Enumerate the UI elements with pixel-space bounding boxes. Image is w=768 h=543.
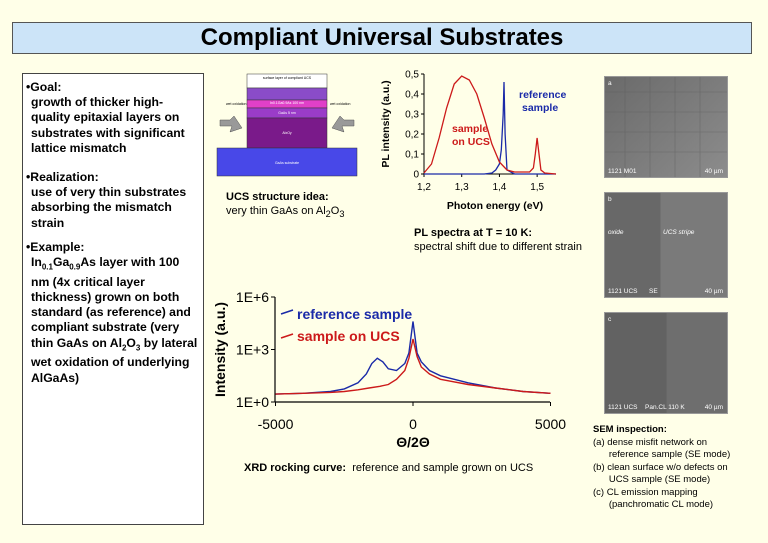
sem-c-mode: Pan.CL 110 K <box>645 404 685 411</box>
pl-label-reference-2: sample <box>522 102 558 114</box>
pl-label-sample-1: sample <box>452 123 488 135</box>
xrd-series-reference <box>275 321 551 395</box>
sem-a-letter: a <box>608 80 612 87</box>
pl-y-tick-label: 0,3 <box>405 110 419 121</box>
realization-heading: Realization: <box>30 170 99 184</box>
arrow-left-icon <box>219 115 243 133</box>
sem-b-scale: 40 µm <box>704 288 723 295</box>
ucs-structure-diagram: surface layer of compliant UCS In0.1Ga0.… <box>216 73 358 177</box>
realization-text: use of very thin substrates absorbing th… <box>31 185 187 230</box>
sem-a-id: 1121 M01 <box>608 168 637 175</box>
sem-heading: SEM inspection: <box>593 424 667 435</box>
pl-caption-text: spectral shift due to different strain <box>414 241 582 253</box>
ucs-layer-substrate <box>216 147 358 177</box>
xrd-series-ucs <box>275 338 551 395</box>
ucs-layer-oxide <box>246 117 328 149</box>
xrd-legend-reference: reference sample <box>297 306 412 322</box>
poster-title: Compliant Universal Substrates <box>12 22 752 54</box>
pl-y-tick-label: 0,1 <box>405 150 419 161</box>
sem-item: (panchromatic CL mode) <box>593 499 714 510</box>
goal-text: growth of thicker high-quality epitaxial… <box>31 95 185 155</box>
pl-y-tick-label: 0,2 <box>405 130 419 141</box>
xrd-rocking-chart: 1E+0 1E+3 1E+6 -5000 0 5000 Θ/2Θ Intensity (a.u… <box>212 289 566 450</box>
xrd-x-tick-label: 5000 <box>535 416 566 432</box>
sem-c-scale: 40 µm <box>704 404 723 411</box>
xrd-x-axis-label: Θ/2Θ <box>396 434 430 450</box>
ucs-side-right: wet oxidation <box>330 102 350 106</box>
example-bullet: •Example: In0.1Ga0.9As layer with 100 nm… <box>26 240 198 385</box>
pl-spectra-chart: 0 0,1 0,2 0,3 0,4 0,5 1,2 1,3 1,4 1,5 Photon energ… <box>380 70 566 213</box>
pl-x-tick-label: 1,5 <box>530 182 544 193</box>
xrd-legend-reference-line <box>280 309 294 315</box>
ucs-label-4: AlxOy <box>282 131 292 135</box>
xrd-x-tick-label: -5000 <box>258 416 294 432</box>
pl-y-tick-label: 0 <box>413 170 419 181</box>
xrd-legend-ucs-line <box>280 333 294 339</box>
arrow-right-icon <box>331 115 355 133</box>
goal-heading: Goal: <box>30 80 62 94</box>
xrd-x-tick-label: 0 <box>409 416 417 432</box>
sem-a-scale: 40 µm <box>704 168 723 175</box>
realization-bullet: •Realization: use of very thin substrate… <box>26 170 198 231</box>
sem-item: (b) clean surface w/o defects on <box>593 461 728 473</box>
sem-c-letter: c <box>608 316 612 323</box>
xrd-legend-ucs: sample on UCS <box>297 328 400 344</box>
sem-b-mode: SE <box>649 288 658 295</box>
sem-image-b: b oxide UCS stripe 1121 UCS SE 40 µm <box>604 192 728 298</box>
pl-x-tick-label: 1,3 <box>455 182 469 193</box>
xrd-y-tick-label: 1E+3 <box>236 342 269 358</box>
pl-x-axis-label: Photon energy (eV) <box>447 200 543 212</box>
pl-y-tick-label: 0,4 <box>405 90 419 101</box>
pl-caption-bold: PL spectra at T = 10 K: <box>414 227 533 239</box>
ucs-caption: UCS structure idea: very thin GaAs on Al… <box>226 191 345 220</box>
sem-item: (a) dense misfit network on <box>593 436 708 448</box>
ucs-label-3: GaAs 5 nm <box>278 111 296 115</box>
ucs-side-left: wet oxidation <box>226 102 246 106</box>
xrd-caption-text: reference and sample grown on UCS <box>352 462 534 474</box>
xrd-caption: XRD rocking curve: reference and sample … <box>244 461 584 475</box>
pl-y-tick-label: 0,5 <box>405 70 419 81</box>
sem-b-letter: b <box>608 196 612 203</box>
pl-x-tick-label: 1,2 <box>417 182 431 193</box>
ucs-label-1: surface layer of compliant UCS <box>263 76 312 80</box>
example-heading: Example: <box>30 240 85 254</box>
xrd-y-axis-label: Intensity (a.u.) <box>212 302 228 397</box>
ucs-layer-purple <box>246 87 328 101</box>
xrd-y-tick-label: 1E+6 <box>236 289 269 305</box>
sem-image-c: c 1121 UCS Pan.CL 110 K 40 µm <box>604 312 728 414</box>
sem-b-stripe: UCS stripe <box>663 229 695 236</box>
example-text: In0.1Ga0.9As layer with 100 nm (4x criti… <box>31 255 198 385</box>
left-text-panel: •Goal: growth of thicker high-quality ep… <box>22 73 204 525</box>
xrd-caption-bold: XRD rocking curve: <box>244 462 347 474</box>
sem-b-oxide: oxide <box>608 229 624 236</box>
ucs-caption-bold: UCS structure idea: <box>226 191 329 203</box>
sem-image-a: a 1121 M01 40 µm <box>604 76 728 178</box>
goal-bullet: •Goal: growth of thicker high-quality ep… <box>26 80 198 156</box>
ucs-label-2: In0.1Ga0.9As 100 nm <box>270 101 304 105</box>
pl-y-axis-label: PL intensity (a.u.) <box>380 80 392 167</box>
ucs-label-5: GaAs substrate <box>275 161 299 165</box>
pl-series-ucs <box>423 75 557 175</box>
sem-item: (c) CL emission mapping <box>593 486 698 498</box>
pl-x-tick-label: 1,4 <box>492 182 506 193</box>
sem-c-id: 1121 UCS <box>608 404 638 411</box>
sem-item: UCS sample (SE mode) <box>593 474 711 485</box>
xrd-y-tick-label: 1E+0 <box>236 394 269 410</box>
pl-label-sample-2: on UCS <box>452 136 490 148</box>
sem-b-id: 1121 UCS <box>608 288 638 295</box>
sem-inspection-text: SEM inspection: (a) dense misfit network… <box>593 424 763 512</box>
sem-a-texture <box>605 77 727 177</box>
pl-label-reference-1: reference <box>519 89 566 101</box>
sem-item: reference sample (SE mode) <box>593 449 731 460</box>
pl-caption: PL spectra at T = 10 K: spectral shift d… <box>414 226 594 254</box>
